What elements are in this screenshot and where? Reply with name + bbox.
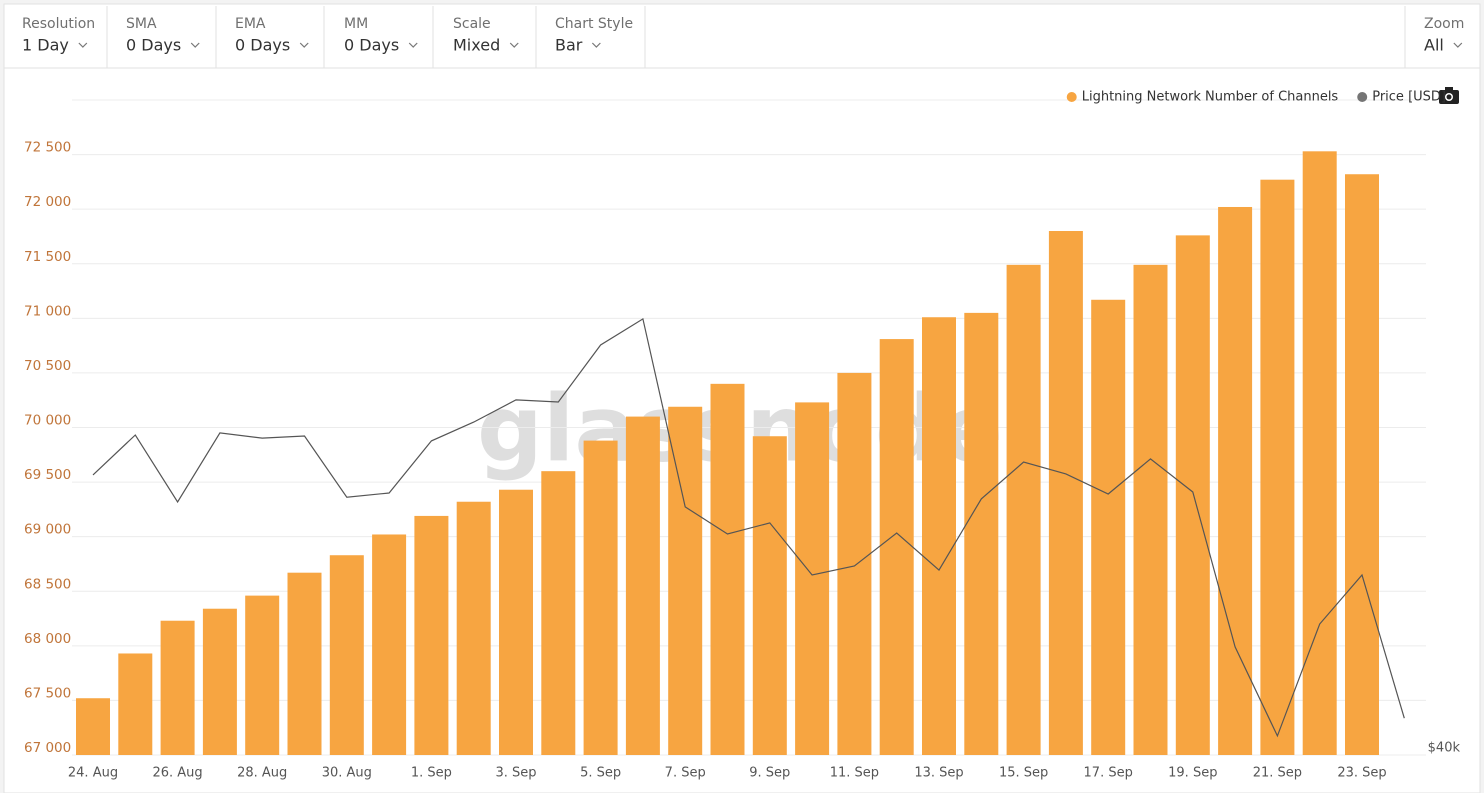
dropdown[interactable]: SMA 0 Days [126, 16, 200, 55]
bar [1260, 179, 1295, 756]
y2-tick-label: $40k [1428, 741, 1461, 756]
y-tick-label: 72 000 [24, 194, 71, 210]
price-line [92, 317, 1405, 738]
x-tick-label: 7. Sep [665, 766, 706, 781]
bar [922, 317, 956, 755]
chevron [408, 42, 418, 48]
legend: Price [USD] Lightning Network Number of C… [1066, 90, 1446, 105]
y-tick-label: 70 000 [24, 413, 71, 429]
dropdown-value: All [1424, 36, 1444, 55]
dropdown[interactable]: Scale Mixed [453, 16, 519, 55]
y-tick-label: 68 000 [24, 631, 71, 647]
bar [879, 339, 914, 755]
y-tick-label: 69 000 [24, 522, 71, 538]
chevron [78, 42, 88, 48]
bar [1218, 206, 1253, 755]
dropdown-value: 0 Days [344, 36, 399, 55]
x-tick-label: 28. Aug [237, 766, 287, 781]
dropdown-label: SMA [126, 16, 157, 32]
legend-marker [1357, 92, 1368, 102]
bar [625, 416, 660, 755]
x-tick-label: 19. Sep [1168, 766, 1217, 781]
x-tick-label: 11. Sep [830, 766, 879, 781]
dropdown[interactable]: EMA 0 Days [235, 16, 309, 55]
dropdown-label: Scale [453, 16, 491, 32]
x-tick-label: 17. Sep [1084, 766, 1133, 781]
x-tick-label: 26. Aug [152, 766, 202, 781]
bar [329, 555, 364, 755]
bar [245, 595, 280, 755]
bar [499, 489, 533, 755]
y-tick-label: 67 500 [24, 685, 71, 701]
chevron [299, 42, 309, 48]
dropdown-value: 0 Days [235, 36, 290, 55]
dropdown-label: MM [344, 16, 368, 32]
bar [1133, 264, 1168, 755]
bar [1175, 235, 1210, 755]
dropdown-label: EMA [235, 16, 266, 32]
legend-label[interactable]: Lightning Network Number of Channels [1082, 90, 1339, 105]
chevron [190, 42, 200, 48]
dropdown-label: Zoom [1424, 16, 1464, 32]
x-tick-label: 24. Aug [68, 766, 118, 781]
toolbar: Resolution 1 Day SMA 0 Days EMA 0 Days MM 0 Day… [22, 6, 1464, 68]
y-tick-label: 72 500 [24, 140, 71, 156]
bar [456, 501, 491, 755]
bar [710, 383, 745, 755]
dropdown-value: 1 Day [22, 36, 69, 55]
bar [1091, 299, 1126, 755]
bar [1048, 231, 1083, 755]
dropdown[interactable]: Resolution 1 Day [22, 16, 95, 55]
bar [837, 372, 872, 755]
bar [160, 620, 195, 755]
bar [668, 406, 703, 755]
x-tick-label: 23. Sep [1337, 766, 1386, 781]
bar [1006, 264, 1041, 755]
dropdown-value: 0 Days [126, 36, 181, 55]
y-tick-label: 69 500 [24, 467, 71, 483]
bar [76, 698, 110, 755]
bar [583, 440, 618, 755]
x-tick-label: 3. Sep [495, 766, 536, 781]
x-tick-label: 15. Sep [999, 766, 1048, 781]
bar [541, 471, 576, 755]
dropdown-label: Chart Style [555, 16, 633, 32]
x-tick-label: 9. Sep [749, 766, 790, 781]
chevron [1453, 42, 1463, 48]
dropdown-label: Resolution [22, 16, 95, 32]
bar [752, 436, 787, 755]
camera-icon[interactable] [1439, 87, 1459, 104]
x-tick-label: 1. Sep [411, 766, 452, 781]
bar [795, 402, 830, 755]
x-tick-label: 13. Sep [914, 766, 963, 781]
bar [202, 608, 237, 755]
chevron [509, 42, 519, 48]
dropdown-value: Mixed [453, 36, 500, 55]
y-tick-label: 70 500 [24, 358, 71, 374]
dropdown[interactable]: Chart Style Bar [555, 16, 633, 55]
bar [118, 653, 153, 755]
dropdown-value: Bar [555, 36, 583, 55]
bar [964, 312, 999, 755]
legend-label[interactable]: Price [USD] [1372, 90, 1446, 105]
bar [1302, 151, 1337, 755]
bar [1345, 174, 1379, 755]
legend-marker [1066, 92, 1077, 102]
y-tick-label: 71 500 [24, 249, 71, 265]
x-tick-label: 5. Sep [580, 766, 621, 781]
bar [372, 534, 407, 755]
x-tick-label: 21. Sep [1253, 766, 1302, 781]
x-tick-label: 30. Aug [322, 766, 372, 781]
bar [414, 515, 449, 755]
y-tick-label: 71 000 [24, 303, 71, 319]
chevron [591, 42, 601, 48]
zoom-dropdown[interactable]: Zoom All [1424, 16, 1464, 55]
y-tick-label: 67 000 [24, 740, 71, 756]
bar [287, 572, 322, 755]
y-tick-label: 68 500 [24, 576, 71, 592]
dropdown[interactable]: MM 0 Days [344, 16, 418, 55]
